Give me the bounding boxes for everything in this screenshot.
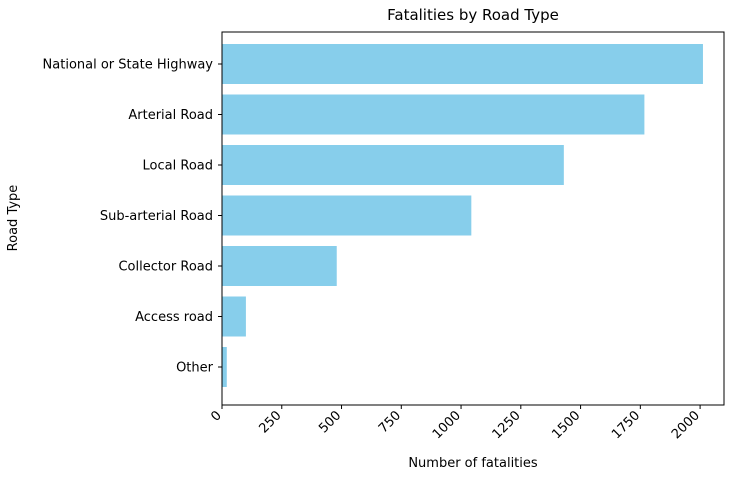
x-tick-label: 1000 — [430, 408, 464, 442]
x-tick-label: 250 — [256, 408, 284, 436]
bar-other — [222, 347, 227, 387]
y-tick-label: Local Road — [143, 159, 213, 174]
x-tick-label: 1750 — [609, 408, 643, 442]
plot-frame — [221, 31, 725, 406]
y-tick-label: Sub-arterial Road — [100, 209, 213, 224]
y-tick-label: National or State Highway — [43, 58, 214, 73]
x-tick-label: 500 — [316, 408, 344, 436]
bar-local-road — [222, 145, 564, 185]
x-tick-label: 750 — [376, 408, 404, 436]
chart-title: Fatalities by Road Type — [387, 6, 559, 24]
bars — [222, 44, 703, 387]
x-axis: 0 250 500 750 1000 1250 1500 1750 2000 — [208, 405, 703, 442]
y-tick-label: Arterial Road — [128, 108, 213, 123]
x-tick-label: 0 — [208, 408, 224, 424]
y-axis-label: Road Type — [6, 185, 21, 252]
bar-arterial-road — [222, 94, 645, 135]
y-tick-label: Access road — [135, 310, 213, 325]
bar-sub-arterial-road — [222, 195, 472, 236]
x-axis-label: Number of fatalities — [408, 456, 538, 471]
y-tick-label: Other — [176, 361, 214, 376]
y-tick-label: Collector Road — [118, 260, 213, 275]
x-tick-label: 1250 — [490, 408, 524, 442]
bar-access-road — [222, 296, 246, 337]
x-tick-label: 1500 — [549, 408, 583, 442]
y-axis: National or State Highway Arterial Road Lo… — [43, 58, 222, 376]
bar-national-or-state-highway — [222, 44, 703, 84]
x-tick-label: 2000 — [669, 408, 703, 442]
bar-collector-road — [222, 246, 337, 286]
